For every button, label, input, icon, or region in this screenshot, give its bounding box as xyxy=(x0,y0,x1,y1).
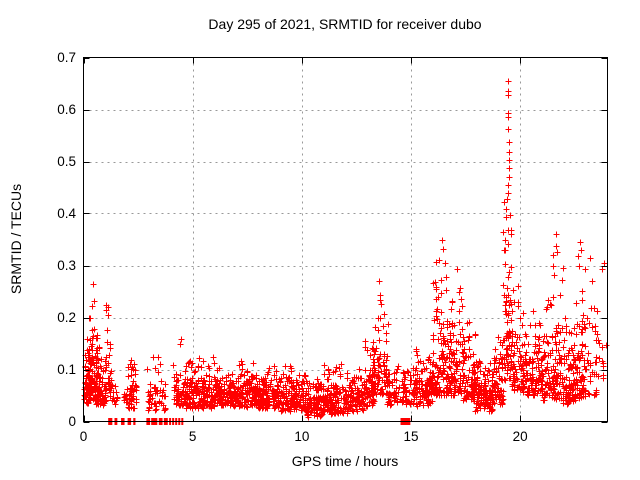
grid-lines xyxy=(83,57,608,422)
y-tick-label: 0.2 xyxy=(57,310,76,325)
y-axis-label: SRMTID / TECUs xyxy=(8,184,24,294)
y-tick-label: 0.4 xyxy=(57,206,76,221)
x-axis-label: GPS time / hours xyxy=(292,453,399,469)
srmtid-points-path xyxy=(81,78,610,421)
x-tick-label: 15 xyxy=(403,429,418,444)
y-tick-label: 0.7 xyxy=(57,50,76,65)
tick-labels: 0 5 10 15 20 0 0.1 0.2 0.3 0.4 0.5 0.6 0.7 xyxy=(57,50,527,444)
plot-border xyxy=(83,57,608,422)
x-tick-label: 10 xyxy=(294,429,309,444)
y-tick-label: 0.6 xyxy=(57,102,76,117)
y-tick-label: 0.5 xyxy=(57,154,76,169)
y-tick-label: 0 xyxy=(68,414,76,429)
chart-title: Day 295 of 2021, SRMTID for receiver dub… xyxy=(208,16,481,32)
y-tick-label: 0.1 xyxy=(57,362,76,377)
x-tick-label: 5 xyxy=(189,429,197,444)
y-tick-label: 0.3 xyxy=(57,258,76,273)
x-tick-label: 0 xyxy=(80,429,88,444)
x-tick-label: 20 xyxy=(513,429,528,444)
axis-tick-marks xyxy=(83,57,608,423)
scatter-points xyxy=(81,78,610,421)
